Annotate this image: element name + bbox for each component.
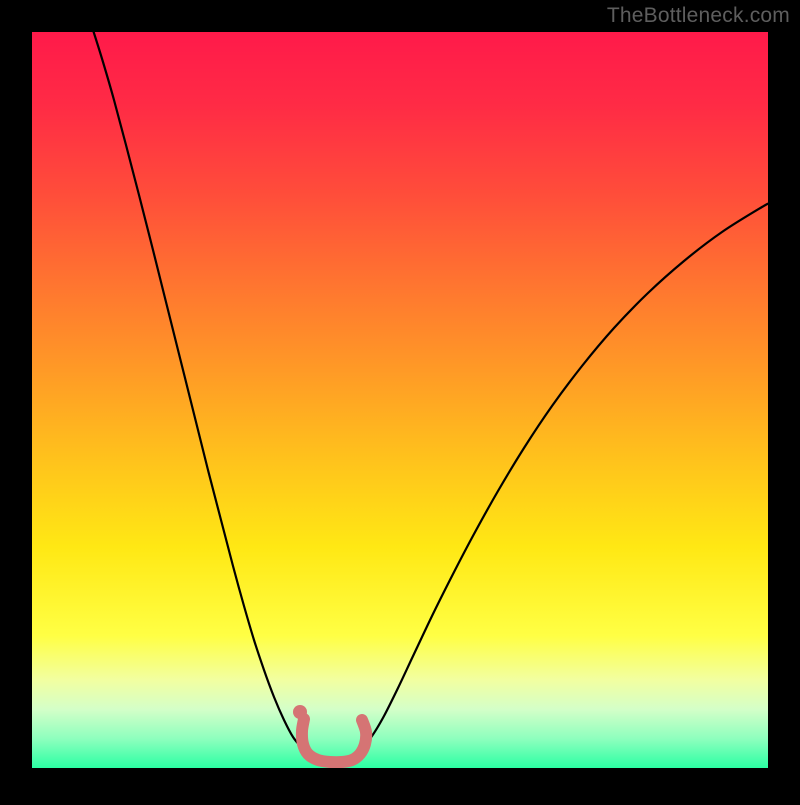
dip-dot [293,705,307,719]
gradient-background [32,32,768,768]
watermark-text: TheBottleneck.com [607,4,790,28]
border-left [0,0,32,800]
chart-container: TheBottleneck.com [0,0,800,800]
border-right [768,0,800,800]
border-bottom [0,768,800,800]
bottleneck-chart [0,0,800,800]
